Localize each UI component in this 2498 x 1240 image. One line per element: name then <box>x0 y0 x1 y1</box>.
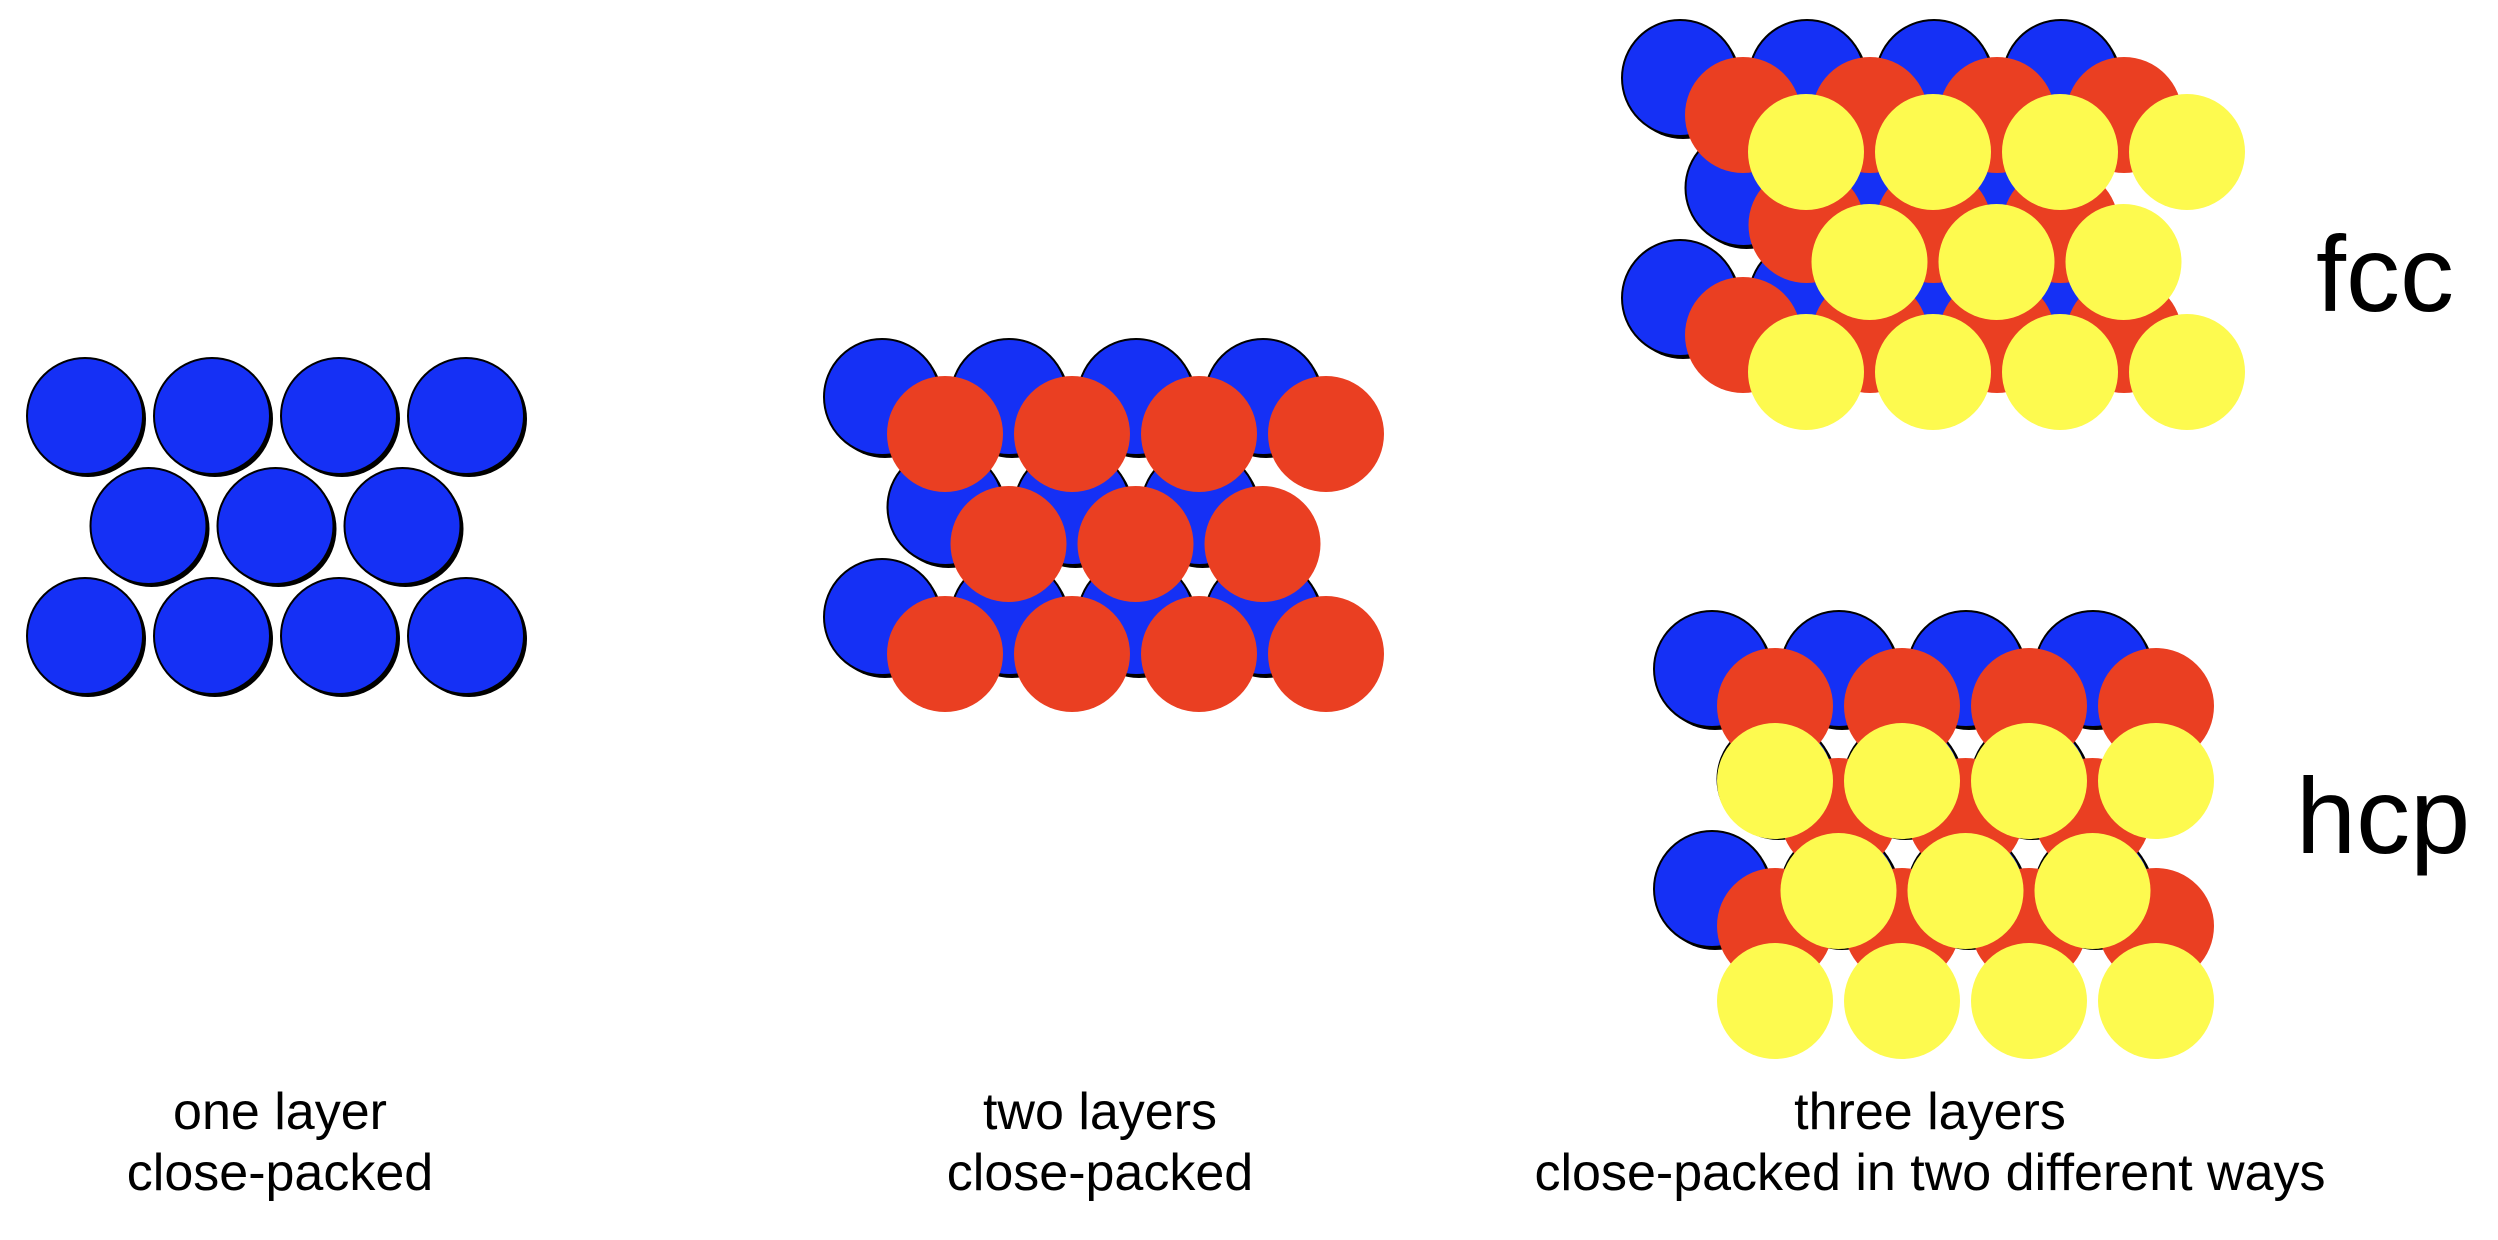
three-layers-caption-line1: three layers <box>1794 1083 2066 1141</box>
yellow-sphere <box>1971 943 2087 1059</box>
yellow-sphere <box>1938 204 2055 320</box>
two-layer-packing <box>823 338 1384 712</box>
yellow-sphere <box>1875 94 1991 210</box>
yellow-sphere <box>2065 204 2182 320</box>
blue-sphere <box>280 577 398 695</box>
blue-sphere <box>26 357 144 475</box>
red-sphere <box>1141 596 1257 712</box>
red-sphere <box>1141 376 1257 492</box>
fcc-packing <box>1621 19 2245 430</box>
two-layers-caption-line2: close-packed <box>946 1144 1254 1202</box>
yellow-sphere <box>1717 723 1833 839</box>
three-layers-caption-line2: close-packed in two different ways <box>1534 1144 2326 1202</box>
red-sphere <box>1077 486 1194 602</box>
blue-sphere <box>26 577 144 695</box>
red-sphere <box>1204 486 1321 602</box>
yellow-sphere <box>1811 204 1928 320</box>
hcp-packing <box>1653 610 2214 1059</box>
yellow-sphere <box>1780 833 1897 949</box>
yellow-sphere <box>1748 94 1864 210</box>
yellow-sphere <box>1717 943 1833 1059</box>
yellow-sphere <box>2098 943 2214 1059</box>
three-layers-caption: three layers close-packed in two differe… <box>1480 1082 2380 1204</box>
red-sphere <box>1268 376 1384 492</box>
red-sphere <box>1014 376 1130 492</box>
yellow-sphere <box>2129 94 2245 210</box>
yellow-sphere <box>2002 314 2118 430</box>
blue-sphere <box>407 577 525 695</box>
two-layers-caption-line1: two layers <box>982 1083 1218 1141</box>
one-layer-caption-line1: one layer <box>173 1083 387 1141</box>
yellow-sphere <box>1875 314 1991 430</box>
yellow-sphere <box>1844 723 1960 839</box>
red-sphere <box>950 486 1067 602</box>
yellow-sphere <box>1971 723 2087 839</box>
yellow-sphere <box>1844 943 1960 1059</box>
yellow-sphere <box>2034 833 2151 949</box>
yellow-sphere <box>1907 833 2024 949</box>
blue-sphere <box>280 357 398 475</box>
red-sphere <box>1268 596 1384 712</box>
yellow-sphere <box>2098 723 2214 839</box>
red-sphere <box>1014 596 1130 712</box>
one-layer-packing <box>26 357 527 697</box>
blue-sphere <box>216 467 335 585</box>
blue-sphere <box>343 467 462 585</box>
red-sphere <box>887 596 1003 712</box>
fcc-label: fcc <box>2316 213 2455 334</box>
blue-sphere <box>153 357 271 475</box>
hcp-label: hcp <box>2296 755 2471 876</box>
yellow-sphere <box>1748 314 1864 430</box>
blue-sphere <box>89 467 208 585</box>
yellow-sphere <box>2002 94 2118 210</box>
yellow-sphere <box>2129 314 2245 430</box>
two-layers-caption: two layers close-packed <box>880 1082 1320 1204</box>
red-sphere <box>887 376 1003 492</box>
blue-sphere <box>153 577 271 695</box>
blue-sphere <box>407 357 525 475</box>
one-layer-caption-line2: close-packed <box>126 1144 434 1202</box>
one-layer-caption: one layer close-packed <box>60 1082 500 1204</box>
